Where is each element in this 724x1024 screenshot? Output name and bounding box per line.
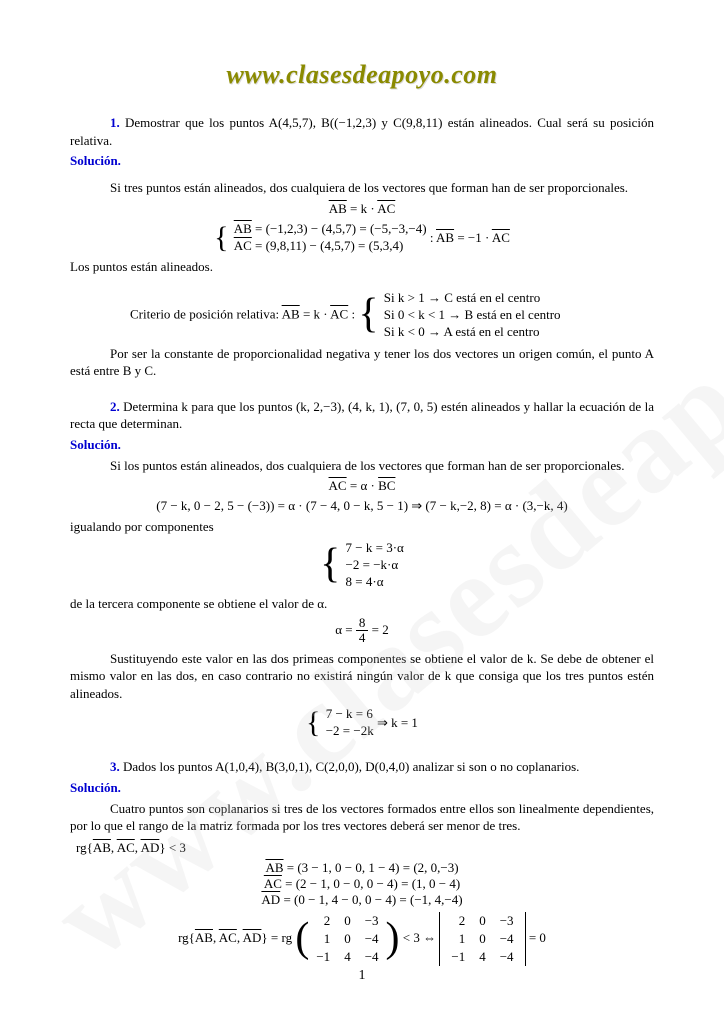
page: www.clasesdeapoyo.com www.clasesdeapoyo.… xyxy=(0,0,724,1024)
problem-3-statement: 3. Dados los puntos A(1,0,4), B(3,0,1), … xyxy=(70,758,654,776)
p2-eq1: AC = α · BC xyxy=(70,478,654,494)
p3-matrix-eq: rg{AB, AC, AD} = rg (20−310−4−14−4) < 3 … xyxy=(70,912,654,966)
problem-text: Determina k para que los puntos (k, 2,−3… xyxy=(70,399,654,432)
p2-eq2: (7 − k, 0 − 2, 5 − (−3)) = α · (7 − 4, 0… xyxy=(70,498,654,514)
p1-criterion: Criterio de posición relativa: AB = k · … xyxy=(130,290,654,341)
problem-text: Demostrar que los puntos A(4,5,7), B((−1… xyxy=(70,115,654,148)
problem-text: Dados los puntos A(1,0,4), B(3,0,1), C(2… xyxy=(120,759,580,774)
p1-line1: Si tres puntos están alineados, dos cual… xyxy=(70,179,654,197)
eq-text: α = xyxy=(335,622,356,637)
solution-label: Solución. xyxy=(70,437,654,453)
sys-row: 7 − k = 6 xyxy=(326,706,374,723)
problem-number: 3. xyxy=(110,759,120,774)
p1-eq1: AB = k · AC xyxy=(70,201,654,217)
site-logo: www.clasesdeapoyo.com xyxy=(70,60,654,90)
eq-text: ⇒ k = 1 xyxy=(377,715,418,731)
p1-line3: Por ser la constante de proporcionalidad… xyxy=(70,345,654,380)
frac-den: 4 xyxy=(356,631,369,645)
p2-line1: Si los puntos están alineados, dos cualq… xyxy=(70,457,654,475)
solution-label: Solución. xyxy=(70,153,654,169)
eq-text: < 3 ⇔ xyxy=(403,930,440,945)
p3-rgcond: rg{AB, AC, AD} < 3 xyxy=(76,839,654,857)
frac-num: 8 xyxy=(356,616,369,631)
p2-system2: { 7 − k = 3·α −2 = −k·α 8 = 4·α xyxy=(70,540,654,591)
p2-system3: { 7 − k = 6 −2 = −2k ⇒ k = 1 xyxy=(70,706,654,740)
p1-line2: Los puntos están alineados. xyxy=(70,258,654,276)
crit-row: Si k < 0 → A está en el centro xyxy=(384,324,561,341)
p2-line3: de la tercera componente se obtiene el v… xyxy=(70,595,654,613)
p2-line2: igualando por componentes xyxy=(70,518,654,536)
problem-number: 2. xyxy=(110,399,120,414)
eq-text: = 2 xyxy=(368,622,388,637)
p3-vectors: AB = (3 − 1, 0 − 0, 1 − 4) = (2, 0,−3) A… xyxy=(70,860,654,908)
crit-row: Si 0 < k < 1 → B está en el centro xyxy=(384,307,561,324)
page-number: 1 xyxy=(0,968,724,984)
problem-2-statement: 2. Determina k para que los puntos (k, 2… xyxy=(70,398,654,433)
crit-label: Criterio de posición relativa: xyxy=(130,306,282,321)
p1-system: { AB = (−1,2,3) − (4,5,7) = (−5,−3,−4) A… xyxy=(70,221,654,255)
crit-row: Si k > 1 → C está en el centro xyxy=(384,290,561,307)
sys-row: −2 = −k·α xyxy=(346,557,404,574)
p3-line1: Cuatro puntos son coplanarios si tres de… xyxy=(70,800,654,835)
sys-row: 7 − k = 3·α xyxy=(346,540,404,557)
solution-label: Solución. xyxy=(70,780,654,796)
problem-number: 1. xyxy=(110,115,120,130)
p2-eq3: α = 84 = 2 xyxy=(70,616,654,646)
sys-row: −2 = −2k xyxy=(326,723,374,740)
sys-row: 8 = 4·α xyxy=(346,574,404,591)
eq-text: = 0 xyxy=(529,930,546,945)
p2-line4: Sustituyendo este valor en las dos prime… xyxy=(70,650,654,703)
problem-1-statement: 1. Demostrar que los puntos A(4,5,7), B(… xyxy=(70,114,654,149)
